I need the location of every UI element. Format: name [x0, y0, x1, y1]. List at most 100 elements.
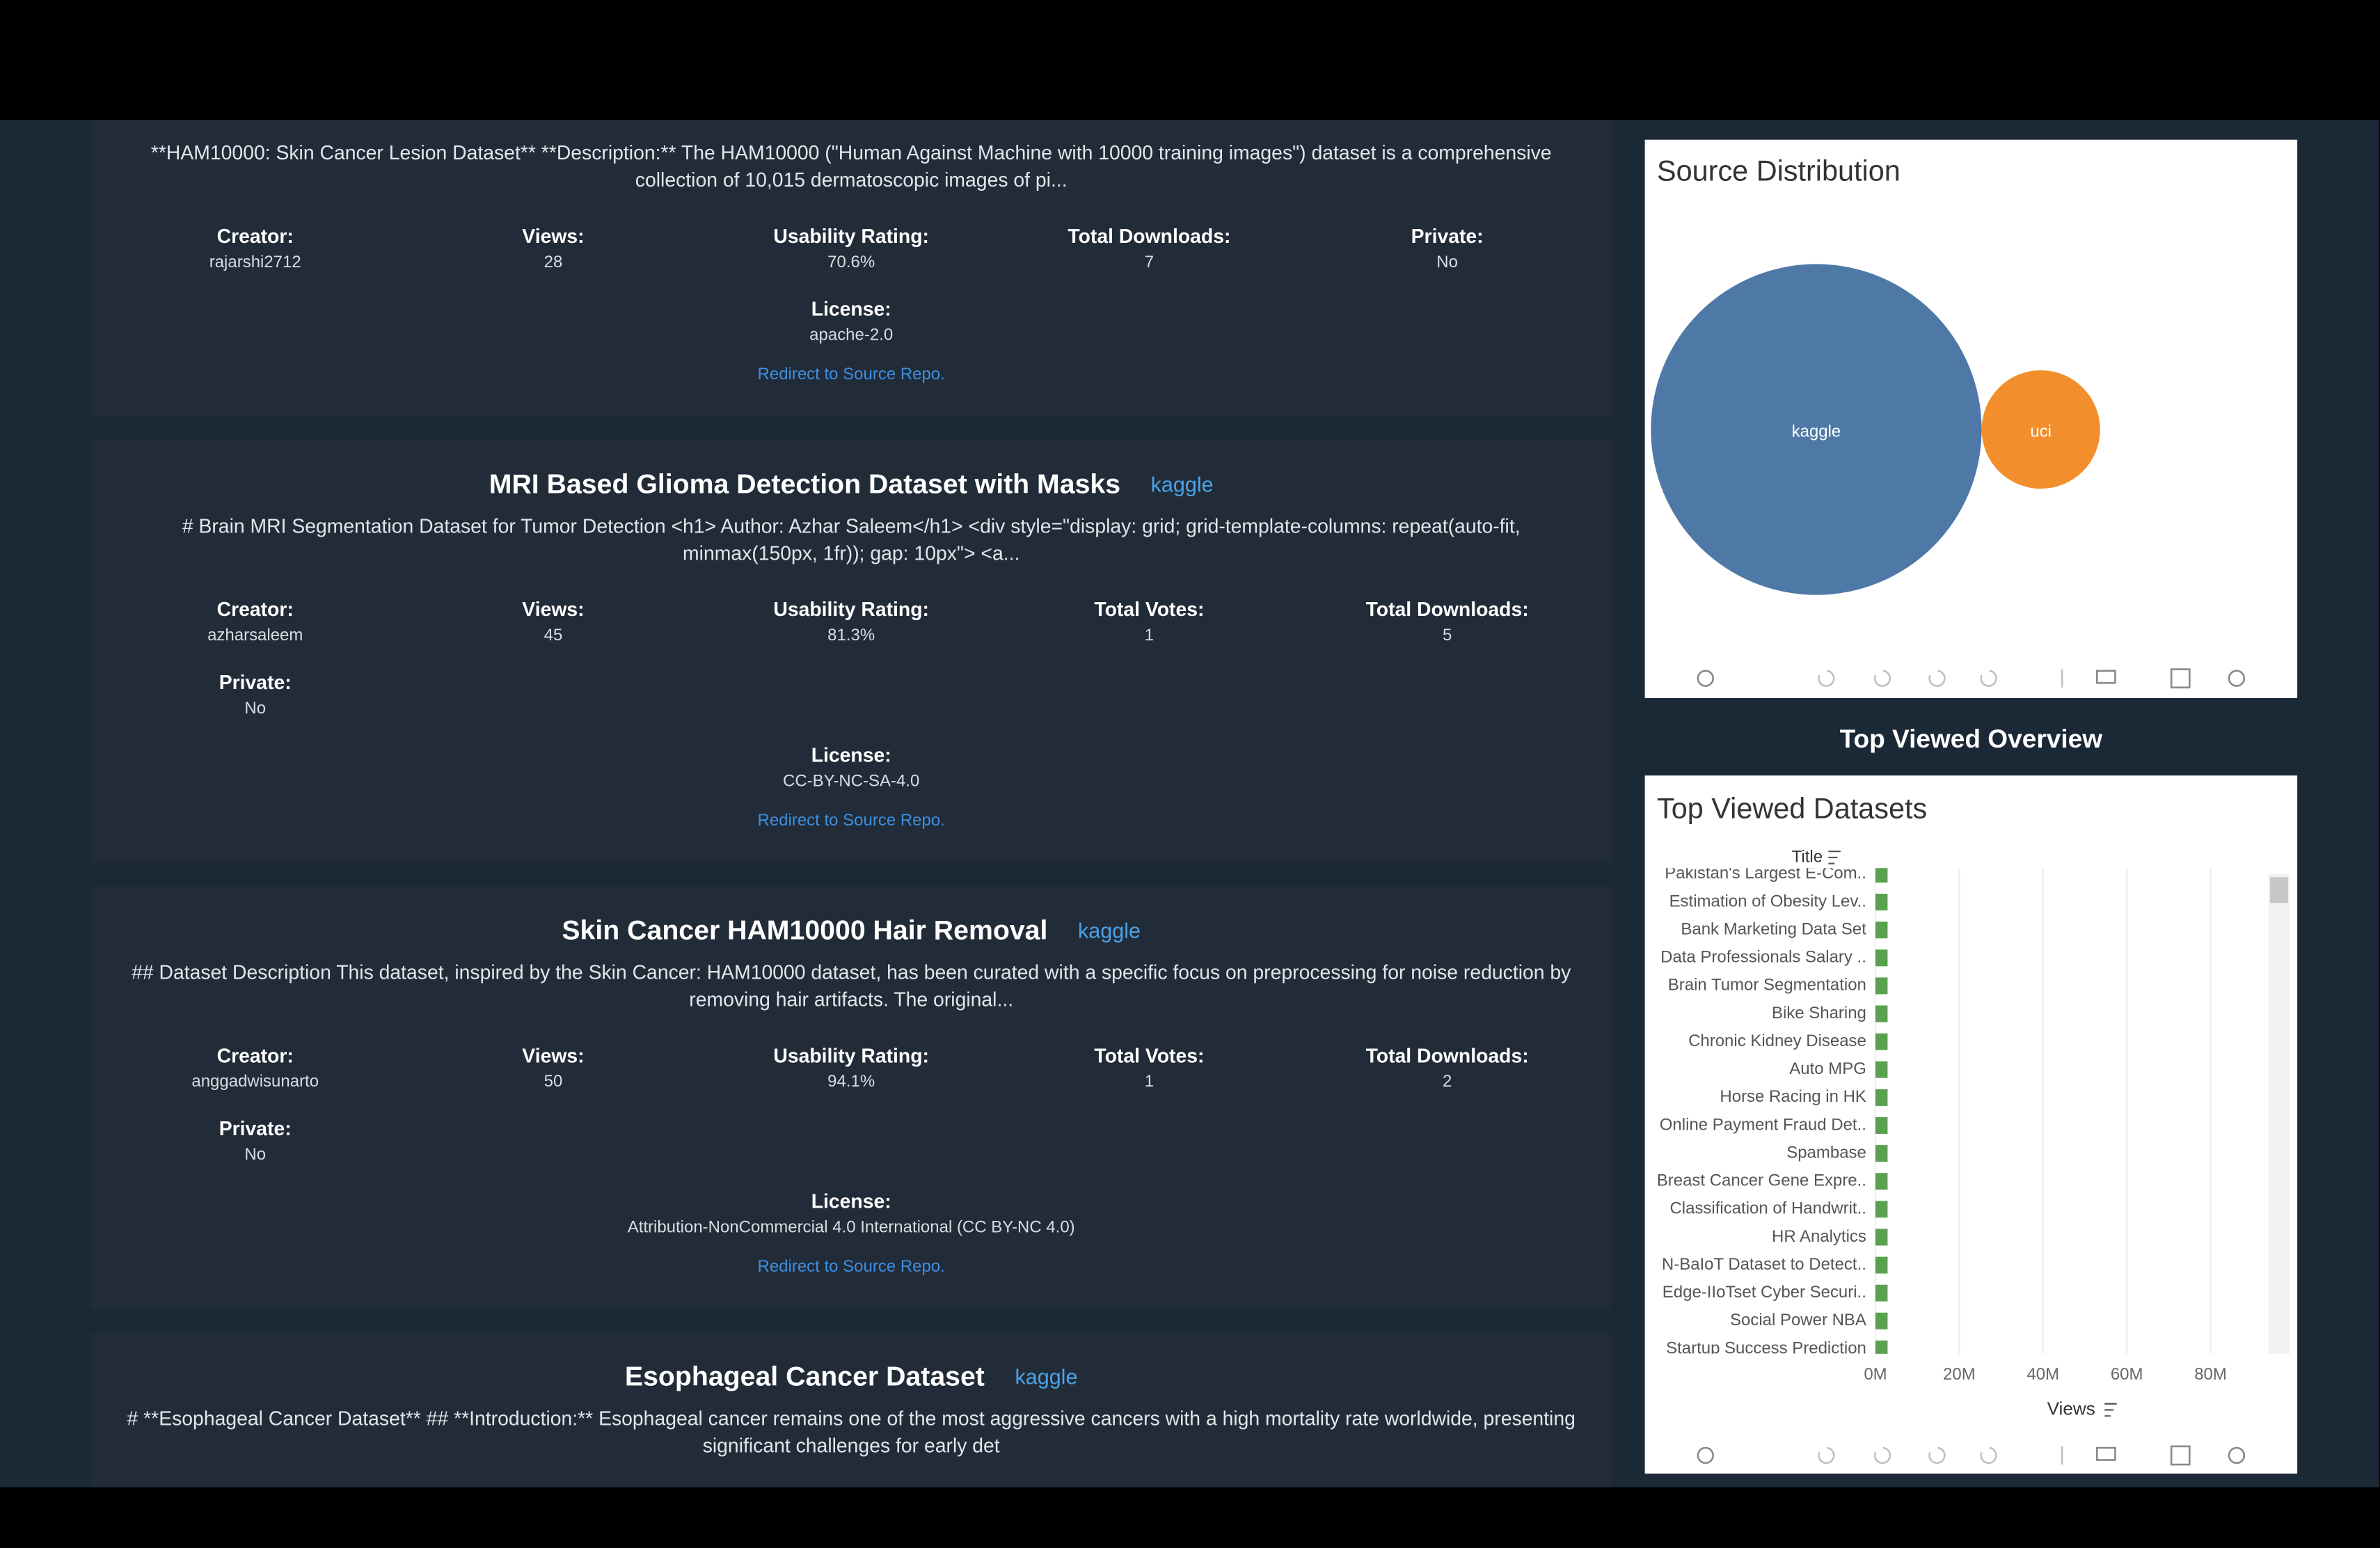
- field: Private: No: [1299, 225, 1596, 298]
- field-value: 70.6%: [827, 253, 875, 272]
- title-row: Esophageal Cancer Dataset kaggle: [106, 1358, 1596, 1394]
- bar: [1875, 977, 1888, 995]
- source-repo-link[interactable]: Redirect to Source Repo.: [757, 1258, 945, 1277]
- chart-title: Source Distribution: [1657, 155, 1901, 187]
- source-link[interactable]: kaggle: [1150, 472, 1214, 496]
- field-value: 45: [544, 626, 563, 645]
- sort-icon: [1828, 851, 1841, 864]
- source-repo-link[interactable]: Redirect to Source Repo.: [757, 812, 945, 830]
- license: License: Attribution-NonCommercial 4.0 In…: [106, 1190, 1596, 1255]
- field-label: Total Votes:: [1094, 1044, 1205, 1067]
- license-label: License:: [811, 743, 891, 767]
- field-label: Creator:: [216, 224, 294, 248]
- top-bar: [0, 0, 2379, 120]
- field-value: 81.3%: [827, 626, 875, 645]
- side-panel: Source Distribution kaggle uci Top Viewed O…: [1644, 139, 2298, 1474]
- field-label: Private:: [219, 1116, 292, 1140]
- y-tick-label: HR Analytics: [1772, 1227, 1866, 1246]
- field: Creator: azharsaleem: [106, 598, 404, 671]
- toolbar-icon: [1818, 1446, 1835, 1464]
- bottom-bar: [0, 1487, 2379, 1548]
- y-tick-label: Brain Tumor Segmentation: [1668, 976, 1866, 995]
- field-value: azharsaleem: [207, 626, 303, 645]
- license-value: Attribution-NonCommercial 4.0 Internatio…: [627, 1218, 1075, 1238]
- dataset-title: MRI Based Glioma Detection Dataset with …: [489, 468, 1121, 500]
- scroll-thumb: [2269, 877, 2289, 903]
- toolbar-icon: [1697, 1446, 1714, 1464]
- license-label: License:: [811, 297, 891, 321]
- field: Creator: rajarshi2712: [106, 225, 404, 298]
- field: Creator: anggadwisunarto: [106, 1044, 404, 1117]
- field-label: Views:: [522, 1044, 585, 1067]
- y-tick-label: Spambase: [1786, 1143, 1866, 1162]
- field-grid: Creator: azharsaleem Views: 45 Usability Rat…: [106, 598, 1596, 743]
- description: ## Dataset Description This dataset, ins…: [132, 961, 1571, 1011]
- y-tick-label: Social Power NBA: [1730, 1311, 1866, 1329]
- y-tick-label: Horse Racing in HK: [1720, 1087, 1866, 1106]
- field-label: Creator:: [216, 1044, 294, 1067]
- description: # **Esophageal Cancer Dataset** ## **Int…: [127, 1407, 1576, 1458]
- field-value: 50: [544, 1073, 563, 1091]
- dataset-card: Esophageal Cancer Dataset kaggle # **Esoph…: [90, 1332, 1612, 1489]
- y-tick-label: Startup Success Prediction: [1666, 1338, 1866, 1357]
- section-heading: Top Viewed Overview: [1840, 724, 2103, 753]
- source-link[interactable]: kaggle: [1015, 1364, 1078, 1389]
- field-value: No: [244, 700, 267, 718]
- field: Total Downloads: 7: [1000, 225, 1298, 298]
- toolbar: [1697, 1445, 2246, 1466]
- y-tick-label: Pakistan's Largest E-Com..: [1665, 864, 1866, 883]
- bubble-label: kaggle: [1792, 422, 1841, 441]
- source-repo-link[interactable]: Redirect to Source Repo.: [757, 365, 945, 384]
- bar: [1875, 1005, 1888, 1022]
- field-label: Total Downloads:: [1068, 224, 1231, 248]
- x-tick-label: 20M: [1943, 1365, 1976, 1384]
- x-tick-label: 0M: [1864, 1365, 1887, 1384]
- bar: [1875, 1284, 1888, 1302]
- y-tick-label: Edge-IIoTset Cyber Securi..: [1663, 1283, 1866, 1302]
- bar: [1875, 868, 1888, 883]
- toolbar-icon: [1873, 670, 1891, 687]
- bar: [1875, 1173, 1888, 1190]
- field-value: anggadwisunarto: [191, 1073, 319, 1091]
- card-list: **HAM10000: Skin Cancer Lesion Dataset**…: [90, 66, 1612, 1489]
- sort-icon: [2104, 1403, 2117, 1417]
- toolbar-icon: [2096, 1446, 2116, 1461]
- field-value: 94.1%: [827, 1073, 875, 1091]
- field-grid: Creator: anggadwisunarto Views: 50 Usability…: [106, 1044, 1596, 1190]
- toolbar: [1697, 668, 2246, 689]
- x-tick-label: 40M: [2026, 1365, 2059, 1384]
- field-label: Private:: [219, 670, 292, 694]
- bar: [1875, 1033, 1888, 1050]
- field-label: Total Downloads:: [1365, 598, 1529, 621]
- bar: [1875, 1340, 1888, 1354]
- toolbar-icon: [2096, 670, 2116, 684]
- y-tick-label: Data Professionals Salary ..: [1660, 948, 1866, 967]
- field-value: 28: [544, 253, 563, 272]
- bar: [1875, 1312, 1888, 1329]
- bar: [1875, 1256, 1888, 1274]
- bar: [1875, 949, 1888, 967]
- field: Total Downloads: 5: [1299, 598, 1596, 671]
- field: Total Votes: 1: [1000, 1044, 1298, 1117]
- bar: [1875, 1229, 1888, 1246]
- bar: [1875, 1061, 1888, 1078]
- source-link[interactable]: kaggle: [1078, 918, 1141, 943]
- bar: [1875, 1145, 1888, 1162]
- license-value: apache-2.0: [809, 326, 894, 345]
- field-value: rajarshi2712: [209, 253, 301, 272]
- y-tick-label: Classification of Handwrit..: [1669, 1199, 1866, 1218]
- field-value: 5: [1442, 626, 1452, 645]
- field: Views: 50: [404, 1044, 702, 1117]
- y-tick-label: Chronic Kidney Disease: [1688, 1032, 1866, 1050]
- field-label: Private:: [1411, 224, 1484, 248]
- field: Private: No: [106, 1117, 404, 1190]
- bar: [1875, 1201, 1888, 1218]
- description: **HAM10000: Skin Cancer Lesion Dataset**…: [150, 141, 1552, 191]
- bubble: [1981, 370, 2100, 489]
- field-label: Views:: [522, 598, 585, 621]
- dataset-title: Esophageal Cancer Dataset: [624, 1361, 985, 1392]
- field-value: 2: [1442, 1073, 1452, 1091]
- field-label: Total Votes:: [1094, 598, 1205, 621]
- field: Usability Rating: 70.6%: [702, 225, 1000, 298]
